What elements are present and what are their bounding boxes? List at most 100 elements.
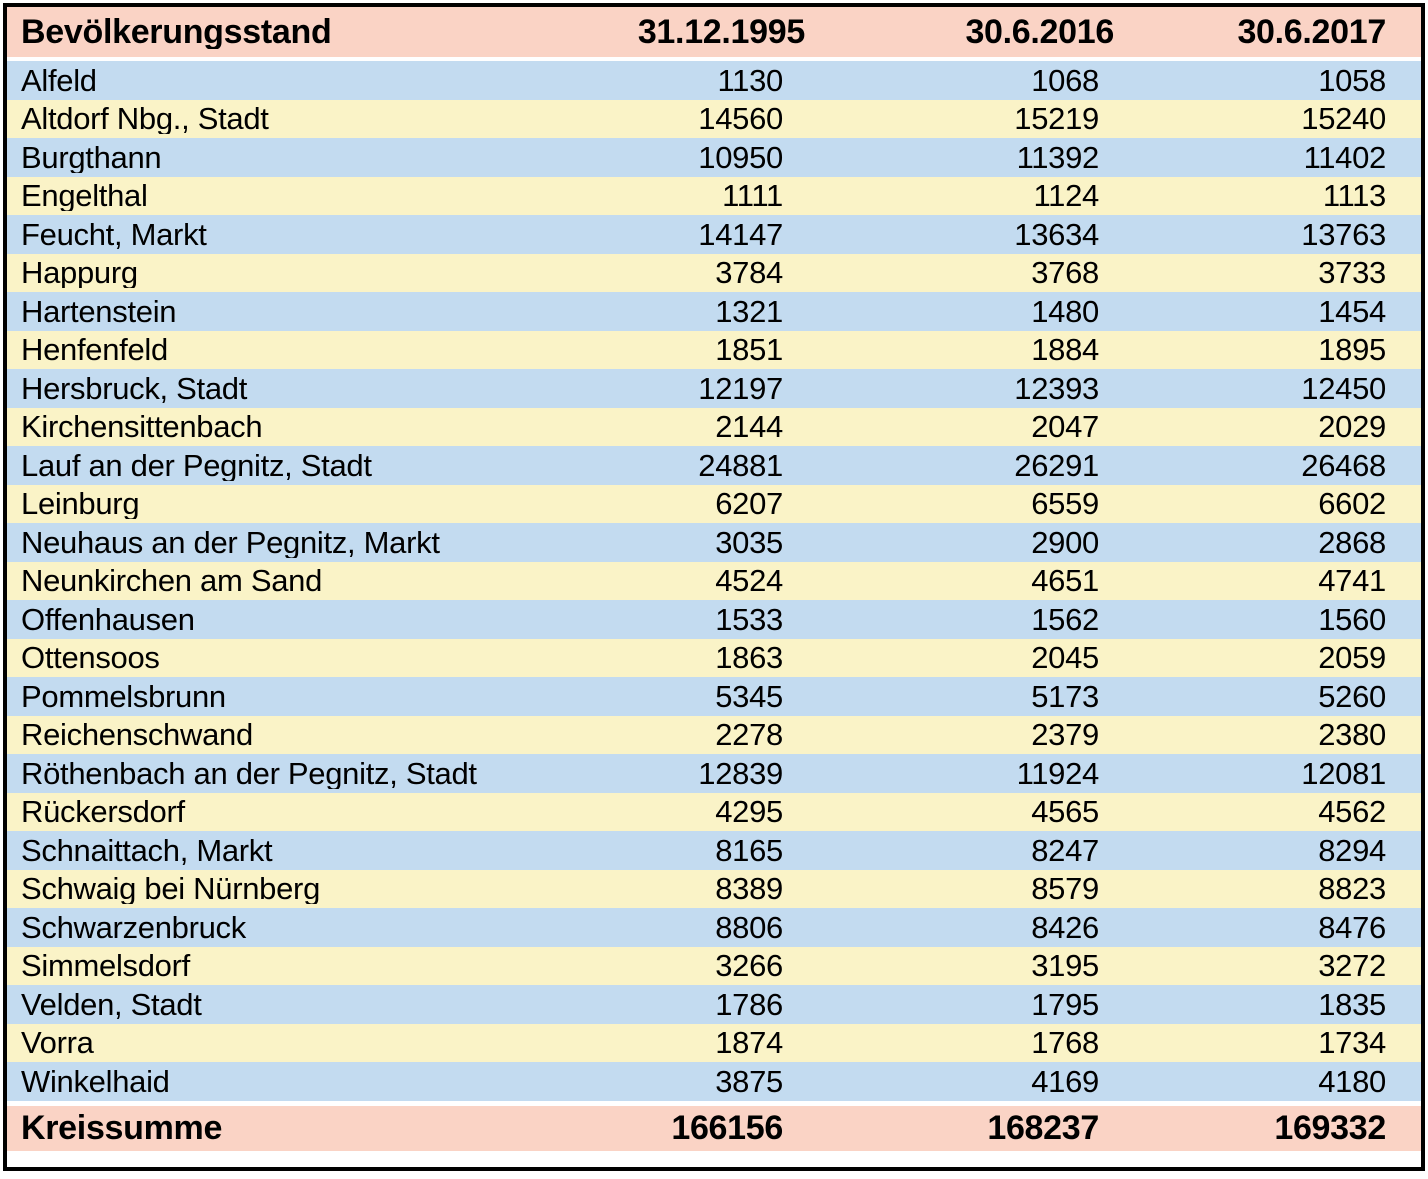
population-2017-cell: 12450 xyxy=(1301,372,1386,404)
column-header-2016: 30.6.2016 xyxy=(965,15,1114,49)
population-table: Bevölkerungsstand 31.12.1995 30.6.2016 3… xyxy=(3,3,1425,1171)
population-2016-cell: 11924 xyxy=(1016,757,1100,789)
municipality-name-cell: Feucht, Markt xyxy=(21,218,207,250)
population-2016-cell: 1768 xyxy=(1031,1027,1099,1059)
population-2016-cell: 26291 xyxy=(1014,449,1099,481)
population-1995-cell: 3875 xyxy=(715,1065,783,1097)
population-1995-cell: 4295 xyxy=(715,796,783,828)
table-row: Happurg 3784 3768 3733 xyxy=(7,253,1421,292)
municipality-name-cell: Altdorf Nbg., Stadt xyxy=(21,103,269,135)
population-2017-cell: 1560 xyxy=(1318,603,1386,635)
population-1995-cell: 12197 xyxy=(698,372,783,404)
population-2017-cell: 3733 xyxy=(1318,257,1386,289)
population-2017-cell: 4741 xyxy=(1318,565,1386,597)
population-2017-cell: 6602 xyxy=(1318,488,1386,520)
population-1995-cell: 2144 xyxy=(715,411,783,443)
table-row: Neuhaus an der Pegnitz, Markt 3035 2900 286… xyxy=(7,523,1421,562)
population-2017-cell: 2868 xyxy=(1318,526,1386,558)
population-2016-cell: 1884 xyxy=(1031,334,1099,366)
population-1995-cell: 1874 xyxy=(715,1027,783,1059)
population-1995-cell: 5345 xyxy=(715,680,783,712)
population-2017-cell: 8823 xyxy=(1318,873,1386,905)
population-2016-cell: 11392 xyxy=(1016,141,1100,173)
table-row: Vorra 1874 1768 1734 xyxy=(7,1023,1421,1062)
population-1995-cell: 8165 xyxy=(715,834,783,866)
population-2016-cell: 3195 xyxy=(1031,950,1099,982)
population-1995-cell: 1533 xyxy=(715,603,783,635)
population-2017-cell: 4562 xyxy=(1318,796,1386,828)
kreissumme-value-1995: 166156 xyxy=(671,1111,783,1145)
population-1995-cell: 3784 xyxy=(715,257,783,289)
population-2016-cell: 1068 xyxy=(1031,64,1099,96)
table-row: Kirchensittenbach 2144 2047 2029 xyxy=(7,407,1421,446)
population-1995-cell: 10950 xyxy=(698,141,783,173)
table-row: Ottensoos 1863 2045 2059 xyxy=(7,638,1421,677)
municipality-name-cell: Kirchensittenbach xyxy=(21,411,263,443)
municipality-name-cell: Röthenbach an der Pegnitz, Stadt xyxy=(21,757,477,789)
population-1995-cell: 14147 xyxy=(698,218,783,250)
municipality-name-cell: Simmelsdorf xyxy=(21,950,190,982)
population-2016-cell: 1795 xyxy=(1031,988,1099,1020)
population-2017-cell: 11402 xyxy=(1303,141,1387,173)
table-row: Winkelhaid 3875 4169 4180 xyxy=(7,1062,1421,1101)
population-2017-cell: 5260 xyxy=(1318,680,1386,712)
population-2016-cell: 8579 xyxy=(1031,873,1099,905)
municipality-name-cell: Vorra xyxy=(21,1027,94,1059)
table-row: Reichenschwand 2278 2379 2380 xyxy=(7,715,1421,754)
table-row: Engelthal 1111 1124 1113 xyxy=(7,176,1421,215)
population-2017-cell: 1895 xyxy=(1318,334,1386,366)
municipality-name-cell: Happurg xyxy=(21,257,138,289)
table-row: Schnaittach, Markt 8165 8247 8294 xyxy=(7,831,1421,870)
municipality-name-cell: Leinburg xyxy=(21,488,140,520)
population-2017-cell: 2380 xyxy=(1318,719,1386,751)
kreissumme-value-2016: 168237 xyxy=(987,1111,1099,1145)
population-2017-cell: 2059 xyxy=(1318,642,1386,674)
column-header-2017: 30.6.2017 xyxy=(1237,15,1386,49)
table-header-row: Bevölkerungsstand 31.12.1995 30.6.2016 3… xyxy=(7,7,1421,61)
population-2016-cell: 4169 xyxy=(1031,1065,1099,1097)
table-body: Alfeld 1130 1068 1058 Altdorf Nbg., Stadt 145… xyxy=(7,61,1421,1101)
municipality-name-cell: Velden, Stadt xyxy=(21,988,202,1020)
population-1995-cell: 3266 xyxy=(715,950,783,982)
population-1995-cell: 24881 xyxy=(698,449,783,481)
population-2016-cell: 2045 xyxy=(1031,642,1099,674)
population-1995-cell: 1851 xyxy=(715,334,783,366)
population-1995-cell: 1786 xyxy=(715,988,783,1020)
population-2017-cell: 4180 xyxy=(1318,1065,1386,1097)
kreissumme-value-2017: 169332 xyxy=(1274,1111,1386,1145)
kreissumme-label: Kreissumme xyxy=(21,1111,223,1145)
population-2016-cell: 8247 xyxy=(1031,834,1099,866)
municipality-name-cell: Schnaittach, Markt xyxy=(21,834,273,866)
municipality-name-cell: Neunkirchen am Sand xyxy=(21,565,323,597)
table-row: Pommelsbrunn 5345 5173 5260 xyxy=(7,677,1421,716)
table-row: Offenhausen 1533 1562 1560 xyxy=(7,600,1421,639)
population-1995-cell: 1321 xyxy=(715,295,783,327)
municipality-name-cell: Rückersdorf xyxy=(21,796,185,828)
municipality-name-cell: Ottensoos xyxy=(21,642,160,674)
population-2017-cell: 8294 xyxy=(1318,834,1386,866)
municipality-name-cell: Pommelsbrunn xyxy=(21,680,226,712)
population-2017-cell: 13763 xyxy=(1301,218,1386,250)
population-2016-cell: 2900 xyxy=(1031,526,1099,558)
municipality-name-cell: Neuhaus an der Pegnitz, Markt xyxy=(21,526,440,558)
population-2016-cell: 13634 xyxy=(1014,218,1099,250)
population-2017-cell: 1734 xyxy=(1318,1027,1386,1059)
table-row: Altdorf Nbg., Stadt 14560 15219 15240 xyxy=(7,99,1421,138)
municipality-name-cell: Schwarzenbruck xyxy=(21,911,246,943)
table-row: Velden, Stadt 1786 1795 1835 xyxy=(7,985,1421,1024)
table-row: Schwaig bei Nürnberg 8389 8579 8823 xyxy=(7,869,1421,908)
population-2016-cell: 12393 xyxy=(1014,372,1099,404)
table-row: Leinburg 6207 6559 6602 xyxy=(7,484,1421,523)
population-2016-cell: 1480 xyxy=(1031,295,1099,327)
population-1995-cell: 3035 xyxy=(715,526,783,558)
population-2016-cell: 2047 xyxy=(1031,411,1099,443)
population-1995-cell: 8806 xyxy=(715,911,783,943)
population-1995-cell: 2278 xyxy=(715,719,783,751)
population-2016-cell: 15219 xyxy=(1014,103,1099,135)
population-1995-cell: 8389 xyxy=(715,873,783,905)
population-1995-cell: 14560 xyxy=(698,103,783,135)
population-2016-cell: 4565 xyxy=(1031,796,1099,828)
population-2016-cell: 1562 xyxy=(1031,603,1099,635)
population-2017-cell: 1058 xyxy=(1318,64,1386,96)
table-row: Hartenstein 1321 1480 1454 xyxy=(7,292,1421,331)
